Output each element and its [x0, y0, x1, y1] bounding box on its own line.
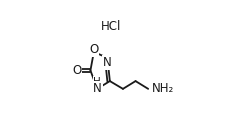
Text: O: O	[72, 64, 81, 77]
Text: N: N	[93, 82, 102, 95]
Text: O: O	[89, 43, 99, 56]
Text: HCl: HCl	[101, 20, 121, 33]
Text: H: H	[93, 77, 101, 87]
Text: N: N	[103, 56, 112, 69]
Text: NH₂: NH₂	[152, 82, 174, 95]
